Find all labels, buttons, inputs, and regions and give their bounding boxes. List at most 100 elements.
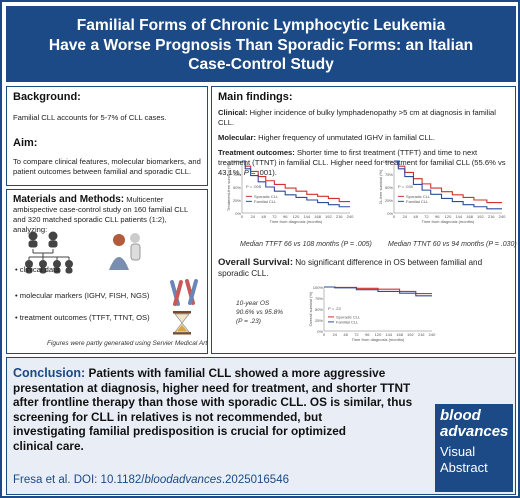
- title-line: Familial Forms of Chronic Lymphocytic Le…: [76, 17, 446, 34]
- x-axis-label: Time from diagnosis (months): [422, 219, 475, 224]
- legend-label: Sporadic CLL: [254, 194, 279, 199]
- x-tick-label: 48: [261, 214, 266, 219]
- x-tick-label: 48: [343, 332, 348, 337]
- ttft-caption: Median TTFT 66 vs 108 months (P = .005): [240, 241, 372, 248]
- x-tick-label: 240: [347, 214, 354, 219]
- x-tick-label: 0: [323, 332, 326, 337]
- finding-clinical: Clinical: Higher incidence of bulky lymp…: [218, 108, 496, 127]
- x-tick-label: 72: [424, 214, 429, 219]
- p-value-label: P = .005: [246, 184, 262, 189]
- ttft-km-curve-icon: 100% 75% 50% 25% 0%0 24 48 72 96 120 144 168 192 216 2…: [226, 159, 354, 224]
- findings-heading: Main findings:: [218, 91, 293, 103]
- y-tick-label: 75%: [315, 296, 323, 301]
- finding-molecular: Molecular: Higher frequency of unmutated…: [218, 133, 435, 142]
- method-item-outcomes: • treatment outcomes (TTFT, TTNT, OS): [15, 313, 150, 322]
- x-tick-label: 192: [325, 214, 332, 219]
- family-icon: [25, 231, 73, 274]
- methods-text: Multicenter ambispective case-control st…: [13, 195, 188, 234]
- title-line: Have a Worse Prognosis Than Sporadic For…: [48, 36, 474, 54]
- y-axis-label: Overall survival (%): [308, 291, 313, 326]
- legend-label: Familial CLL: [336, 319, 359, 324]
- findings-panel: Main findings: Clinical: Higher incidenc…: [211, 86, 517, 354]
- x-tick-label: 96: [435, 214, 440, 219]
- x-tick-label: 72: [354, 332, 359, 337]
- x-tick-label: 96: [365, 332, 370, 337]
- x-tick-label: 96: [283, 214, 288, 219]
- y-tick-label: 50%: [385, 185, 393, 190]
- y-tick-label: 0%: [235, 211, 241, 216]
- x-tick-label: 192: [477, 214, 484, 219]
- p-value-label: P = .030: [398, 184, 414, 189]
- legend-label: Sporadic CLL: [336, 314, 361, 319]
- y-tick-label: 25%: [315, 318, 323, 323]
- chromosome-icon: [170, 279, 198, 306]
- x-axis-label: Time from diagnosis (months): [270, 219, 323, 224]
- x-tick-label: 0: [241, 214, 244, 219]
- y-tick-label: 0%: [317, 329, 323, 334]
- x-tick-label: 168: [466, 214, 473, 219]
- patient-icon: [109, 233, 141, 270]
- y-axis-label: 2L-free survival (%): [378, 169, 383, 204]
- method-item-molecular: • molecular markers (IGHV, FISH, NGS): [15, 291, 150, 300]
- methods-footnote: Figures were partly generated using Serv…: [47, 340, 208, 347]
- y-tick-label: 75%: [233, 172, 241, 177]
- blood-advances-logo: blood advances Visual Abstract: [435, 404, 513, 492]
- x-tick-label: 24: [333, 332, 338, 337]
- x-tick-label: 72: [272, 214, 277, 219]
- conclusion-panel: Conclusion: Patients with familial CLL s…: [6, 357, 516, 495]
- x-tick-label: 144: [455, 214, 462, 219]
- x-tick-label: 48: [413, 214, 418, 219]
- y-tick-label: 100%: [231, 159, 242, 164]
- finding-treatment: Treatment outcomes: Shorter time to firs…: [218, 148, 506, 177]
- x-tick-label: 0: [393, 214, 396, 219]
- legend-label: Sporadic CLL: [406, 194, 431, 199]
- methods-heading: Materials and Methods:: [13, 194, 125, 205]
- legend-label: Familial CLL: [406, 199, 429, 204]
- y-tick-label: 100%: [313, 285, 324, 290]
- y-tick-label: 25%: [233, 198, 241, 203]
- conclusion-text: Conclusion: Patients with familial CLL s…: [13, 366, 413, 453]
- title-line: Case-Control Study: [188, 56, 334, 73]
- y-tick-label: 75%: [385, 172, 393, 177]
- familial-curve: [324, 286, 432, 297]
- finding-os: Overall Survival: No significant differe…: [218, 257, 483, 278]
- x-tick-label: 216: [336, 214, 343, 219]
- x-axis-label: Time from diagnosis (months): [352, 337, 405, 342]
- x-tick-label: 120: [445, 214, 452, 219]
- x-tick-label: 24: [251, 214, 256, 219]
- os-km-curve-icon: 100% 75% 50% 25% 0%0 24 48 72 96 120 144 168 192 216 2…: [308, 285, 436, 342]
- x-tick-label: 24: [403, 214, 408, 219]
- background-text: Familial CLL accounts for 5-7% of CLL ca…: [13, 113, 167, 122]
- aim-text: To compare clinical features, molecular …: [13, 157, 201, 176]
- aim-heading: Aim:: [13, 137, 38, 149]
- legend-label: Familial CLL: [254, 199, 277, 204]
- y-axis-label: Treatment-free survival (%): [226, 162, 231, 211]
- y-tick-label: 100%: [383, 159, 394, 164]
- y-tick-label: 50%: [233, 185, 241, 190]
- x-tick-label: 144: [385, 332, 392, 337]
- x-tick-label: 120: [375, 332, 382, 337]
- doi-citation[interactable]: Fresa et al. DOI: 10.1182/bloodadvances.…: [13, 474, 289, 486]
- hourglass-icon: [173, 311, 191, 335]
- ttnt-km-curve-icon: 100% 75% 50% 25% 0%0 24 48 72 96 120 144 168 192 216 2…: [378, 159, 506, 224]
- title-banner: Familial Forms of Chronic Lymphocytic Le…: [6, 6, 516, 82]
- x-tick-label: 216: [418, 332, 425, 337]
- familial-curve: [394, 160, 502, 210]
- y-tick-label: 25%: [385, 198, 393, 203]
- x-tick-label: 144: [303, 214, 310, 219]
- x-tick-label: 192: [407, 332, 414, 337]
- background-heading: Background:: [13, 91, 81, 103]
- x-tick-label: 120: [293, 214, 300, 219]
- p-value-label: P = .23: [328, 306, 341, 311]
- os-note: 10-year OS 90.6% vs 95.8% (P = .23): [236, 300, 283, 325]
- x-tick-label: 168: [396, 332, 403, 337]
- background-aim-panel: Background: Familial CLL accounts for 5-…: [6, 86, 208, 186]
- y-tick-label: 0%: [387, 211, 393, 216]
- method-item-clinical: • clinical data: [15, 265, 60, 274]
- familial-curve: [242, 160, 350, 208]
- x-tick-label: 240: [429, 332, 436, 337]
- y-tick-label: 50%: [315, 307, 323, 312]
- x-tick-label: 240: [499, 214, 506, 219]
- x-tick-label: 168: [314, 214, 321, 219]
